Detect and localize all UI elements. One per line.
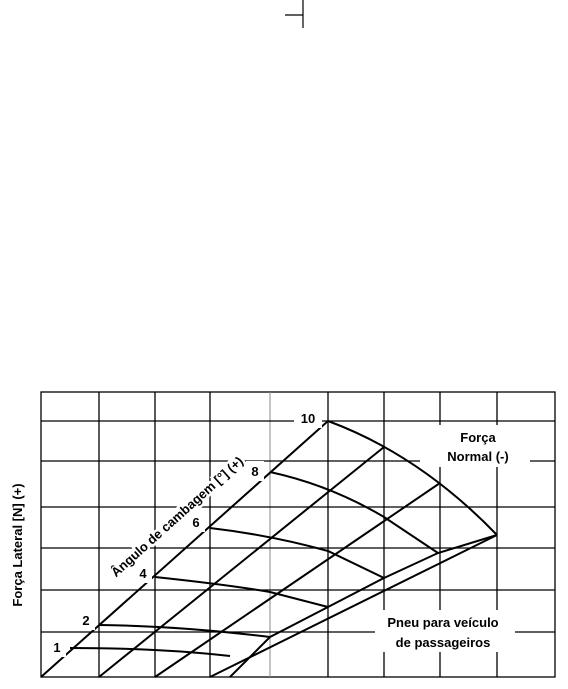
angle-label: 8 [251,464,258,479]
angle-label: 4 [139,566,147,581]
angle-labels: 1 2 4 6 8 10 [50,408,322,657]
diagonal-label: Ângulo de cambagem [°] (+) [108,453,246,580]
normal-force-label: Força [460,430,496,445]
angle-label: 6 [192,515,199,530]
tire-label: Pneu para veículo [387,615,498,630]
normal-force-label: Normal (-) [447,449,508,464]
top-mark [285,0,304,28]
y-axis-label: Força Lateral [N] (+) [10,483,25,606]
angle-label: 1 [53,640,60,655]
angle-label: 10 [301,411,315,426]
angle-label: 2 [82,613,89,628]
curves [40,420,498,678]
tire-label: de passageiros [396,635,491,650]
